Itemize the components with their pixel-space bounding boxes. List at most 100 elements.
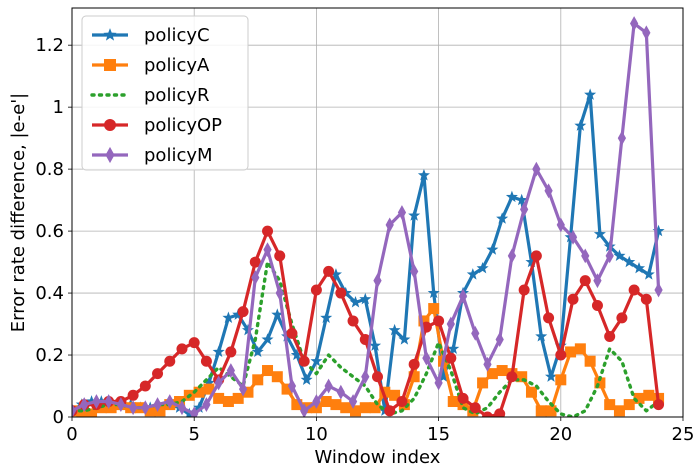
data-point-marker: [506, 371, 518, 383]
data-point-marker: [359, 334, 371, 346]
data-point-marker: [516, 371, 528, 383]
data-point-marker: [92, 394, 101, 409]
data-point-marker: [127, 389, 139, 401]
legend-label: policyM: [144, 145, 213, 166]
legend-item-policyM: policyM: [92, 145, 213, 166]
data-point-marker: [581, 248, 590, 264]
data-point-marker: [298, 355, 310, 367]
data-point-marker: [165, 394, 174, 409]
data-point-marker: [579, 275, 591, 287]
data-point-marker: [447, 396, 459, 408]
data-point-marker: [535, 330, 548, 342]
data-point-marker: [495, 332, 504, 347]
data-point-marker: [532, 161, 541, 177]
data-point-marker: [312, 394, 321, 409]
legend-label: policyC: [144, 25, 210, 46]
data-point-marker: [241, 323, 254, 336]
data-point-marker: [507, 248, 517, 264]
data-point-marker: [193, 386, 205, 398]
data-point-marker: [232, 392, 244, 404]
legend-item-policyOP: policyOP: [92, 115, 222, 136]
data-point-marker: [104, 394, 113, 409]
data-point-marker: [174, 396, 186, 408]
data-point-marker: [271, 371, 283, 383]
data-point-marker: [652, 224, 665, 237]
data-point-marker: [486, 243, 499, 255]
data-point-marker: [496, 365, 508, 377]
data-point-marker: [486, 368, 498, 380]
x-axis-title: Window index: [315, 447, 441, 468]
data-point-marker: [373, 273, 382, 289]
data-point-marker: [104, 119, 116, 131]
data-point-marker: [640, 293, 652, 305]
data-point-marker: [190, 406, 199, 417]
data-point-marker: [535, 405, 547, 417]
data-point-marker: [72, 403, 77, 417]
data-point-marker: [616, 312, 628, 324]
data-point-marker: [410, 263, 419, 279]
data-point-marker: [481, 411, 493, 417]
y-tick-label: 1.2: [35, 35, 64, 56]
data-point-marker: [494, 408, 506, 417]
data-point-marker: [505, 190, 518, 203]
data-point-marker: [203, 383, 215, 395]
data-point-marker: [385, 217, 394, 233]
data-point-marker: [398, 333, 411, 345]
data-point-marker: [584, 355, 596, 367]
data-point-marker: [433, 315, 445, 327]
data-point-marker: [290, 348, 303, 361]
data-point-marker: [177, 400, 187, 416]
data-point-marker: [193, 401, 206, 413]
data-point-marker: [379, 386, 391, 398]
data-point-marker: [320, 396, 332, 408]
data-point-marker: [251, 270, 260, 285]
data-point-marker: [275, 285, 284, 301]
data-point-marker: [103, 28, 117, 41]
data-point-marker: [105, 402, 117, 414]
data-point-marker: [116, 397, 126, 413]
data-point-marker: [520, 201, 529, 217]
data-point-marker: [518, 284, 530, 296]
data-point-marker: [458, 288, 468, 304]
data-point-marker: [555, 374, 567, 386]
y-tick-label: 1: [53, 97, 64, 118]
data-point-marker: [466, 268, 479, 280]
data-point-marker: [633, 392, 645, 404]
data-point-marker: [477, 377, 489, 389]
data-point-marker: [544, 183, 553, 199]
legend-label: policyOP: [144, 115, 222, 136]
data-point-marker: [226, 363, 235, 378]
data-point-marker: [154, 405, 166, 417]
data-point-marker: [104, 59, 116, 71]
data-point-marker: [408, 209, 421, 221]
data-point-marker: [525, 386, 537, 398]
data-point-marker: [202, 376, 215, 389]
data-point-marker: [237, 306, 249, 318]
data-point-marker: [139, 380, 151, 392]
x-tick-label: 15: [427, 424, 450, 445]
data-point-marker: [408, 358, 420, 370]
data-point-marker: [310, 284, 322, 296]
data-point-marker: [457, 392, 469, 404]
legend-box: [81, 15, 249, 171]
data-point-marker: [446, 316, 455, 332]
data-point-marker: [628, 284, 640, 296]
data-point-marker: [388, 323, 401, 336]
data-point-marker: [545, 370, 558, 382]
data-point-marker: [642, 268, 655, 280]
data-point-marker: [593, 227, 606, 240]
data-point-marker: [623, 399, 635, 411]
x-tick-label: 10: [305, 424, 328, 445]
data-point-marker: [643, 389, 655, 401]
data-point-marker: [340, 402, 352, 414]
data-point-marker: [594, 377, 606, 389]
data-point-marker: [422, 350, 431, 366]
data-point-marker: [176, 343, 188, 355]
legend: policyC policyA policyR policyOP policyM: [81, 15, 249, 171]
data-point-marker: [242, 386, 254, 398]
legend-item-policyC: policyC: [92, 25, 210, 46]
data-point-marker: [642, 25, 651, 41]
data-point-marker: [225, 346, 237, 358]
data-point-marker: [605, 248, 614, 264]
data-point-marker: [330, 399, 342, 411]
